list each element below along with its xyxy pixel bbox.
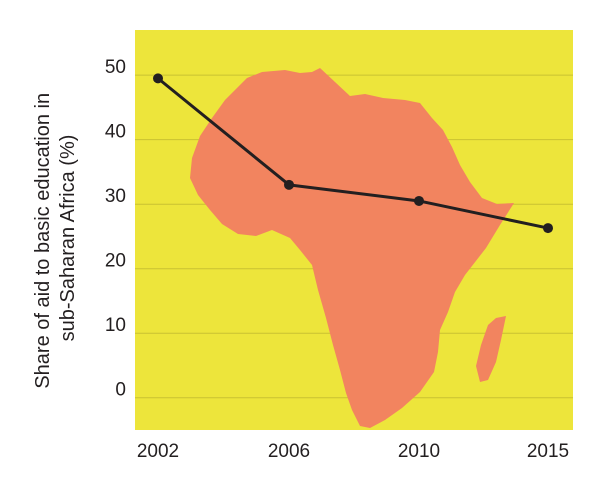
y-axis-title-line-2: sub-Saharan Africa (%) bbox=[57, 135, 79, 342]
y-tick-label-0: 0 bbox=[115, 380, 126, 401]
x-tick-label-2010: 2010 bbox=[398, 441, 440, 462]
x-tick-labels: 2002 2006 2010 2015 bbox=[137, 441, 569, 462]
series-line-0 bbox=[157, 77, 549, 230]
x-tick-label-2006: 2006 bbox=[268, 441, 310, 462]
y-tick-labels: 0 10 20 30 40 50 bbox=[105, 57, 126, 401]
series-group bbox=[153, 73, 553, 234]
y-tick-label-50: 50 bbox=[105, 57, 126, 78]
y-axis-title-line-1: Share of aid to basic education in bbox=[32, 93, 54, 389]
africa-map-silhouette bbox=[190, 68, 514, 428]
data-point-2006 bbox=[284, 179, 294, 190]
y-tick-label-30: 30 bbox=[105, 186, 126, 207]
y-tick-label-40: 40 bbox=[105, 122, 126, 143]
data-point-2015 bbox=[543, 223, 553, 234]
data-point-2002 bbox=[153, 73, 163, 84]
x-tick-label-2015: 2015 bbox=[527, 441, 569, 462]
data-point-2010 bbox=[414, 195, 424, 206]
y-axis-title: Share of aid to basic education in sub-S… bbox=[32, 87, 79, 388]
x-tick-label-2002: 2002 bbox=[137, 441, 179, 462]
y-tick-label-20: 20 bbox=[105, 251, 126, 272]
y-tick-label-10: 10 bbox=[105, 315, 126, 336]
